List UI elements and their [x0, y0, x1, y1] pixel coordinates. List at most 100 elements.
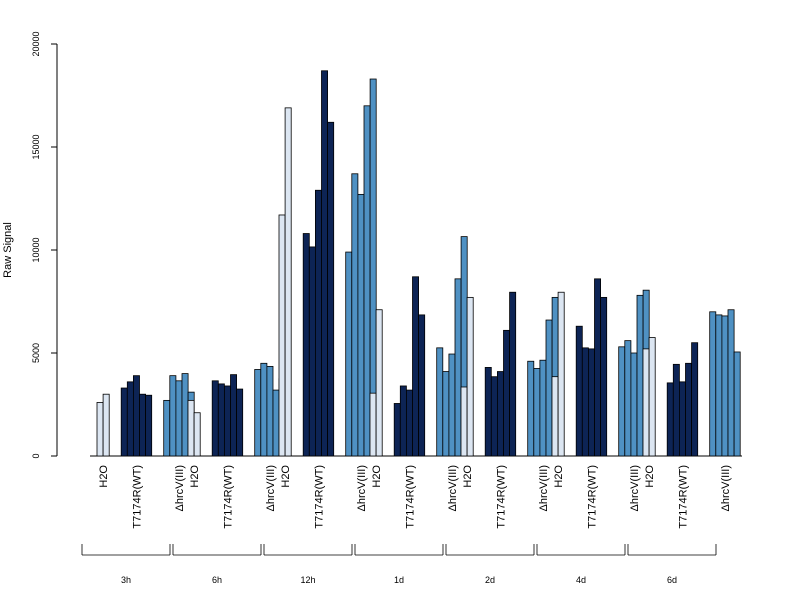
bar [126, 381, 134, 457]
group-label: ΔhrcV(III) [356, 465, 368, 511]
bar [96, 402, 104, 457]
bar [460, 386, 468, 457]
bar [551, 376, 559, 457]
bar [211, 380, 219, 457]
bar [357, 193, 365, 457]
y-tick-label: 15000 [31, 134, 41, 159]
group-label: T7174R(WT) [404, 465, 416, 529]
timepoint-label: 2d [485, 575, 495, 585]
group-label: H2O [553, 465, 565, 488]
bar [575, 325, 583, 457]
bar [630, 352, 638, 457]
bar [345, 251, 353, 457]
bar [266, 365, 274, 457]
bar [715, 314, 723, 457]
y-tick-label: 20000 [31, 31, 41, 56]
bar [102, 393, 110, 457]
bar [545, 319, 553, 457]
bar [624, 340, 632, 457]
bar [187, 399, 195, 457]
bar [363, 105, 371, 457]
bar [636, 294, 644, 457]
bar [442, 371, 450, 457]
bar [691, 342, 699, 457]
y-tick-label: 10000 [31, 237, 41, 262]
bar [145, 394, 153, 457]
bar [448, 353, 456, 457]
group-label: T7174R(WT) [131, 465, 143, 529]
bar [496, 371, 504, 457]
bar [436, 347, 444, 457]
group-label: H2O [189, 465, 201, 488]
timepoint-label: 6d [667, 575, 677, 585]
group-label: ΔhrcV(III) [174, 465, 186, 511]
bar [454, 278, 462, 457]
bar [527, 360, 535, 457]
timepoint-label: 4d [576, 575, 586, 585]
group-label: ΔhrcV(III) [265, 465, 277, 511]
bar [278, 214, 286, 457]
bar [503, 329, 510, 457]
bar [375, 309, 383, 457]
group-label: H2O [644, 465, 656, 488]
bar [399, 385, 407, 457]
bar [685, 362, 692, 457]
bar [600, 296, 608, 457]
bar [557, 291, 565, 457]
bar [254, 369, 262, 457]
group-label: H2O [98, 465, 110, 488]
group-label: ΔhrcV(III) [629, 465, 641, 511]
bar [132, 375, 140, 457]
group-label: T7174R(WT) [495, 465, 507, 529]
bar [672, 363, 680, 457]
y-tick-label: 0 [31, 453, 41, 458]
bar [369, 392, 377, 457]
bar [169, 375, 177, 457]
bar [581, 347, 589, 457]
group-label: ΔhrcV(III) [538, 465, 550, 511]
timepoint-label: 1d [394, 575, 404, 585]
group-label: ΔhrcV(III) [447, 465, 459, 511]
bar [308, 246, 316, 457]
timepoint-label: 3h [121, 575, 131, 585]
group-label: T7174R(WT) [313, 465, 325, 529]
bar [490, 376, 498, 457]
bar [284, 107, 292, 457]
bar [236, 388, 244, 457]
timepoint-label: 6h [212, 575, 222, 585]
bar [181, 373, 189, 457]
bar [666, 382, 674, 457]
bar [679, 381, 686, 457]
y-axis-title: Raw Signal [2, 222, 14, 278]
bar [484, 367, 492, 457]
bar [405, 389, 413, 457]
group-label: H2O [462, 465, 474, 488]
y-tick-label: 5000 [31, 343, 41, 363]
bar [709, 311, 717, 457]
group-label: H2O [371, 465, 383, 488]
bar [721, 315, 729, 457]
bar [393, 403, 401, 457]
bar [163, 399, 171, 457]
bar [533, 368, 541, 457]
bar [175, 380, 183, 457]
bar [272, 389, 280, 457]
bar [594, 278, 601, 457]
bar [539, 359, 547, 457]
bar [120, 387, 128, 457]
group-label: T7174R(WT) [677, 465, 689, 529]
bar [648, 337, 656, 457]
bar [466, 296, 474, 457]
bar [509, 291, 517, 457]
bar [412, 276, 419, 457]
group-label: ΔhrcV(III) [720, 465, 732, 511]
bar [351, 173, 359, 457]
bar [418, 314, 426, 457]
bar [327, 121, 335, 457]
bar [321, 70, 328, 457]
timepoint-label: 12h [300, 575, 315, 585]
bar [260, 362, 268, 457]
bar [193, 412, 201, 457]
